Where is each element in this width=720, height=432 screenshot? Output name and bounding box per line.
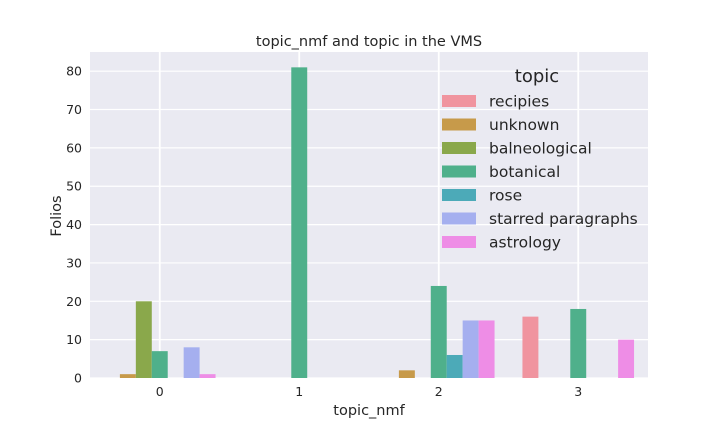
y-tick-label: 50 bbox=[66, 179, 82, 194]
y-tick-label: 60 bbox=[66, 140, 82, 155]
legend-title: topic bbox=[515, 66, 559, 87]
bar-unknown-0 bbox=[119, 374, 136, 378]
legend-label: rose bbox=[489, 187, 522, 205]
legend-swatch bbox=[442, 189, 476, 201]
legend-swatch bbox=[442, 212, 476, 225]
y-axis-ticks: 0 10 20 30 40 50 60 70 80 bbox=[66, 64, 82, 386]
bar-botanical-3 bbox=[570, 308, 587, 378]
y-tick-label: 70 bbox=[66, 102, 82, 117]
bar-astrology-2 bbox=[478, 320, 495, 378]
legend-swatch bbox=[442, 95, 476, 107]
legend-label: botanical bbox=[489, 163, 560, 181]
legend-swatch bbox=[442, 236, 476, 248]
legend-label: unknown bbox=[489, 116, 559, 134]
bar-astrology-3 bbox=[618, 339, 635, 378]
y-tick-label: 80 bbox=[66, 64, 82, 79]
y-grid bbox=[90, 70, 648, 379]
bar-starred-paragraphs-2 bbox=[462, 320, 479, 378]
y-tick-label: 30 bbox=[66, 255, 82, 270]
legend-swatch bbox=[442, 118, 476, 131]
bar-recipies-3 bbox=[522, 316, 539, 378]
chart-title: topic_nmf and topic in the VMS bbox=[256, 34, 482, 50]
y-tick-label: 20 bbox=[66, 294, 82, 309]
bar-balneological-0 bbox=[135, 301, 152, 378]
y-axis-label: Folios bbox=[49, 195, 65, 236]
legend-label: recipies bbox=[489, 93, 549, 111]
x-tick-label: 1 bbox=[295, 384, 303, 399]
x-axis-label: topic_nmf bbox=[333, 403, 405, 419]
x-tick-label: 2 bbox=[435, 384, 443, 399]
bar-rose-2 bbox=[446, 354, 463, 378]
bar-starred-paragraphs-0 bbox=[183, 347, 200, 378]
x-tick-label: 0 bbox=[156, 384, 164, 399]
legend-label: astrology bbox=[489, 234, 561, 252]
y-tick-label: 0 bbox=[74, 371, 82, 386]
bar-astrology-0 bbox=[199, 374, 216, 378]
bars bbox=[119, 67, 635, 378]
legend-swatch bbox=[442, 165, 476, 178]
legend: topic recipies unknown balneological botani… bbox=[442, 66, 638, 252]
bar-botanical-1 bbox=[291, 67, 308, 378]
y-tick-label: 40 bbox=[66, 217, 82, 232]
legend-label: starred paragraphs bbox=[489, 210, 638, 228]
bar-botanical-0 bbox=[151, 351, 168, 378]
x-axis-ticks: 0 1 2 3 bbox=[156, 384, 582, 399]
y-tick-label: 10 bbox=[66, 332, 82, 347]
x-tick-label: 3 bbox=[574, 384, 582, 399]
plot-area bbox=[90, 52, 648, 378]
legend-swatch bbox=[442, 142, 476, 154]
bar-botanical-2 bbox=[430, 285, 447, 378]
bar-unknown-2 bbox=[398, 370, 415, 378]
legend-label: balneological bbox=[489, 140, 592, 158]
